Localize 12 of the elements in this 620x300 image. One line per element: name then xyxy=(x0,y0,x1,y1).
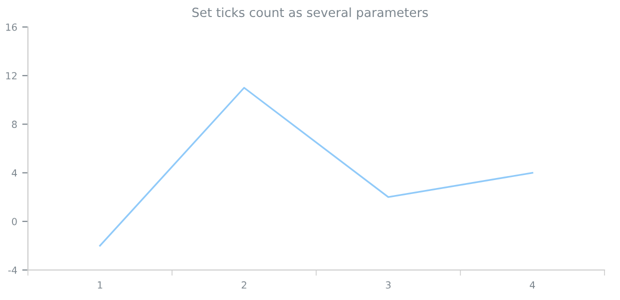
y-tick-label: 4 xyxy=(12,169,17,176)
y-tick-label: 16 xyxy=(6,23,17,31)
chart-title: Set ticks count as several parameters xyxy=(192,7,428,20)
y-tick-label: 12 xyxy=(6,72,17,80)
x-tick-label: 2 xyxy=(242,281,246,288)
line-series xyxy=(99,86,534,247)
y-tick-label: 8 xyxy=(12,120,17,128)
y-tick-label: -4 xyxy=(8,266,17,274)
x-tick-label: 4 xyxy=(530,281,535,288)
y-tick-label: 0 xyxy=(12,218,17,226)
x-tick-label: 3 xyxy=(386,281,391,289)
x-tick-label: 1 xyxy=(98,281,102,288)
